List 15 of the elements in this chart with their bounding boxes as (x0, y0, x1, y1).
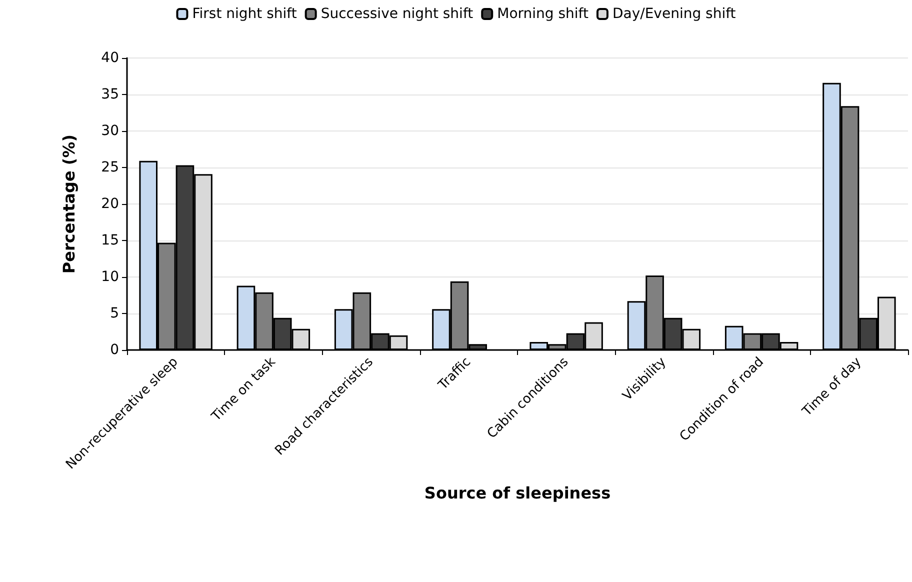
legend-label: Day/Evening shift (612, 6, 736, 22)
legend-label: Morning shift (497, 6, 589, 22)
y-tick-label: 25 (101, 160, 119, 176)
y-tick-label: 15 (101, 232, 119, 248)
y-tick-label: 20 (101, 196, 119, 212)
y-axis-title: Percentage (%) (60, 134, 78, 274)
y-tick-label: 10 (101, 269, 119, 285)
x-axis-title: Source of sleepiness (424, 484, 611, 502)
legend-label: First night shift (192, 6, 298, 22)
y-tick-label: 35 (101, 86, 119, 102)
legend-label: Successive night shift (320, 6, 474, 22)
y-tick-label: 40 (101, 50, 119, 66)
y-tick-label: 30 (101, 123, 119, 139)
y-tick-label: 0 (110, 342, 119, 358)
y-tick-label: 5 (110, 306, 119, 322)
